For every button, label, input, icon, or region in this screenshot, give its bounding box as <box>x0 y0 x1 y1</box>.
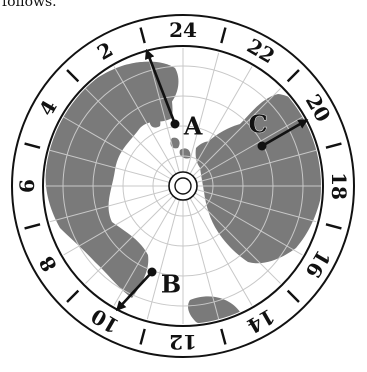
landmass-greenland <box>110 61 179 110</box>
meridian-line <box>186 199 220 320</box>
meridian-line <box>49 149 170 183</box>
landmass-islands <box>149 116 191 159</box>
meridian-line <box>146 52 180 173</box>
hour-separator <box>286 69 300 83</box>
hour-separator <box>220 328 227 345</box>
meridian-line <box>146 199 180 320</box>
meridian-line <box>63 116 172 180</box>
hour-label: 12 <box>169 330 197 354</box>
meridian-line <box>113 66 177 175</box>
arrow-c <box>261 119 309 148</box>
point-label-c: C <box>248 110 267 139</box>
landmass-eurasia <box>199 94 321 264</box>
hour-label: 6 <box>15 179 39 193</box>
hour-separator <box>139 27 146 44</box>
hour-separator <box>24 223 41 230</box>
hour-separator <box>325 142 342 149</box>
meridian-line <box>189 197 253 306</box>
arrow-a <box>144 48 177 125</box>
arrow-b <box>115 271 153 312</box>
meridian-line <box>85 88 174 177</box>
point-label-b: B <box>161 270 181 299</box>
meridian-line <box>49 189 170 223</box>
hour-separator <box>66 69 80 83</box>
meridian-line <box>192 88 281 177</box>
hour-label: 18 <box>327 172 351 200</box>
arrows <box>115 48 309 312</box>
hour-separator <box>139 328 146 345</box>
point-a-dot <box>170 119 180 129</box>
meridian-line <box>192 195 281 284</box>
graticule <box>45 48 321 324</box>
meridian-line <box>189 66 253 175</box>
meridian-line <box>85 195 174 284</box>
point-labels: A B C <box>160 109 268 299</box>
meridian-line <box>194 116 303 180</box>
meridian-line <box>113 197 177 306</box>
hour-label: 24 <box>169 18 197 42</box>
hour-separator <box>325 223 342 230</box>
meridian-line <box>63 192 172 256</box>
meridian-line <box>194 192 303 256</box>
hour-separator <box>220 27 227 44</box>
meridian-line <box>196 189 317 223</box>
meridian-line <box>196 149 317 183</box>
hour-separator <box>24 142 41 149</box>
hour-separator <box>286 289 300 303</box>
polar-map <box>45 48 321 324</box>
pole-inner-circle <box>174 177 192 195</box>
point-b-dot <box>147 267 157 277</box>
caption-fragment: follows. <box>2 0 57 10</box>
meridian-line <box>186 52 220 173</box>
point-c-dot <box>257 141 267 151</box>
landmass-americas <box>45 61 173 298</box>
hour-separator <box>66 289 80 303</box>
point-label-a: A <box>183 112 203 141</box>
hour-separators <box>24 27 342 345</box>
